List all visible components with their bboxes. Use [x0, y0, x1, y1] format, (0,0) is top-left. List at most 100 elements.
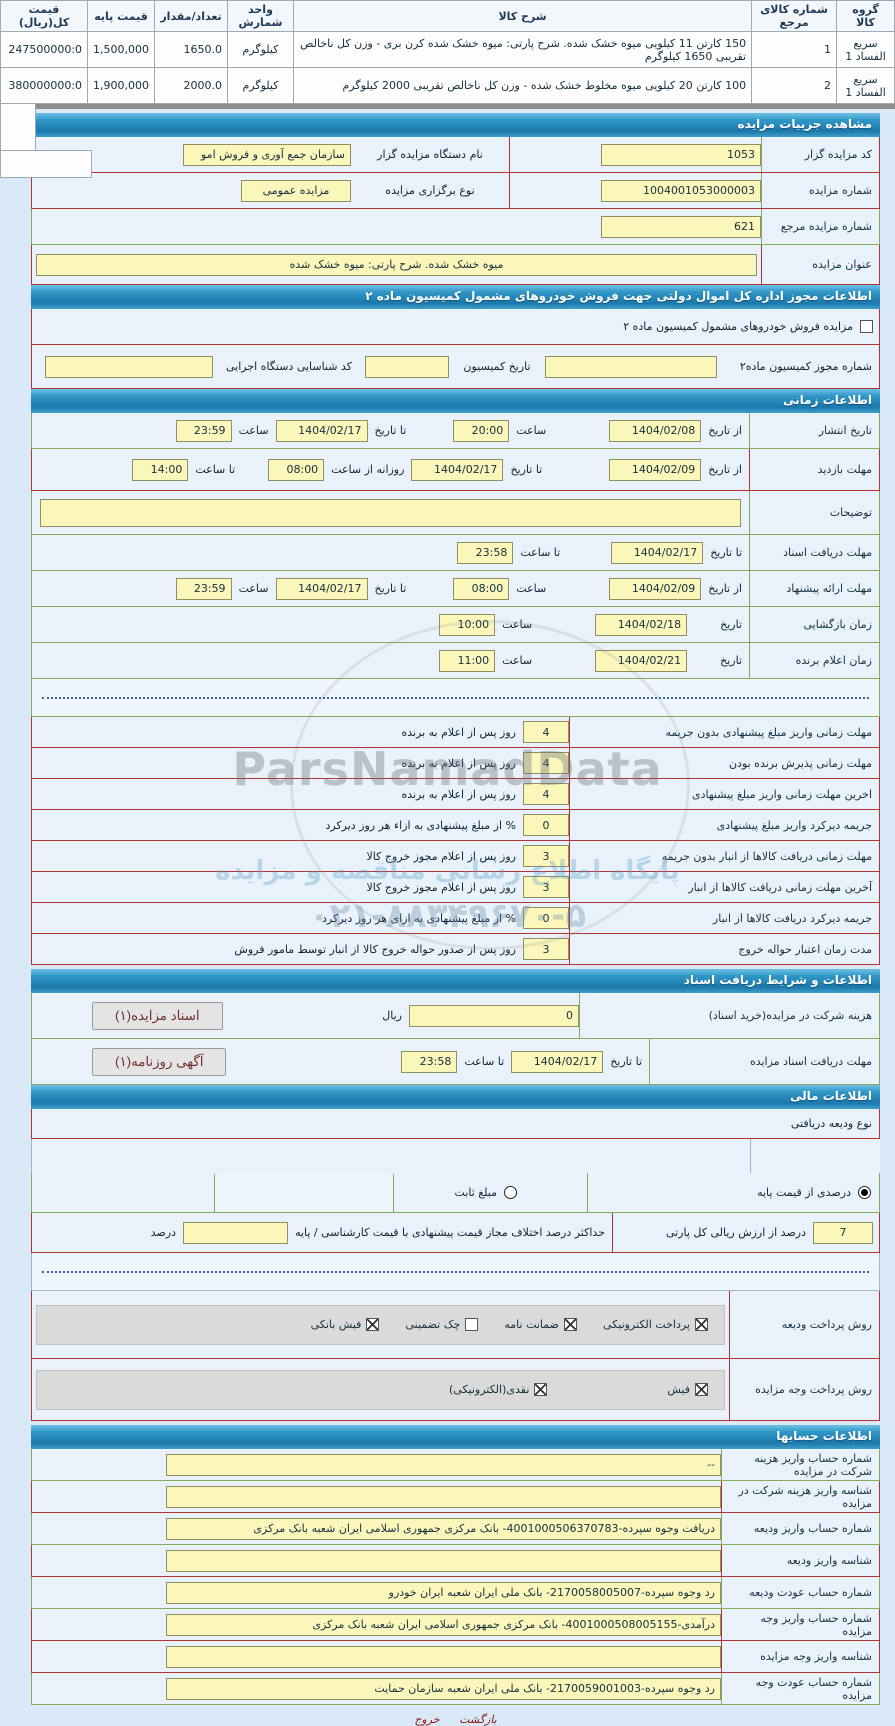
penalty-row: مهلت زمانی پذیرش برنده بودن 4 روز پس از …: [31, 748, 880, 779]
checkbox-checked-icon[interactable]: [564, 1318, 577, 1331]
method-label: چک تضمینی: [405, 1318, 461, 1331]
penalty-label: اخرین مهلت زمانی واریز مبلغ پیشنهادی: [569, 779, 879, 809]
account-label: شماره حساب عودت ودیعه: [721, 1577, 879, 1608]
radio-selected-icon[interactable]: [858, 1186, 871, 1199]
account-row: شماره حساب عودت وجه مزایده رد وجوه سپرده…: [31, 1673, 880, 1705]
winner-time-row: زمان اعلام برنده تاریخ 1404/02/21 ساعت 1…: [31, 643, 880, 679]
publish-from-label: از تاریخ: [708, 424, 742, 437]
exec-code-field[interactable]: [45, 355, 213, 378]
method-label: ضمانت نامه: [504, 1318, 559, 1331]
account-row: شماره حساب واریز هزینه شرکت در مزایده --: [31, 1449, 880, 1481]
account-field[interactable]: [166, 1485, 721, 1508]
deposit-method-option[interactable]: ضمانت نامه: [504, 1318, 577, 1331]
checkbox-unchecked-icon[interactable]: [860, 320, 873, 333]
offer-to-hour-field[interactable]: 23:59: [175, 577, 232, 600]
opening-date-label: تاریخ: [720, 618, 742, 631]
account-field[interactable]: دریافت وجوه سپرده-4001000506370783- بانک…: [166, 1517, 721, 1540]
penalty-value-field[interactable]: 3: [523, 876, 569, 898]
publish-to-field[interactable]: 1404/02/17: [275, 419, 368, 442]
checkbox-unchecked-icon[interactable]: [465, 1318, 479, 1331]
account-field[interactable]: --: [166, 1453, 721, 1476]
checkbox-checked-icon[interactable]: [695, 1383, 708, 1396]
offer-to-field[interactable]: 1404/02/17: [275, 577, 368, 600]
publish-to-hour-field[interactable]: 23:59: [175, 419, 232, 442]
col-header-group: گروه کالا: [836, 0, 895, 32]
org-name-field[interactable]: سازمان جمع آوری و فروش امو: [183, 143, 351, 166]
docs-fee-field[interactable]: 0: [409, 1004, 579, 1027]
visit-until-field[interactable]: 14:00: [132, 458, 189, 481]
payment-method-option[interactable]: نقدی(الکترونیکی): [449, 1383, 548, 1396]
item-total: 247500000:0: [0, 31, 89, 68]
offer-from-field[interactable]: 1404/02/09: [609, 577, 702, 600]
item-group: سریع الفساد 1: [836, 67, 895, 104]
deposit-percent-label: درصد از ارزش ریالی کل پارتی: [665, 1226, 806, 1239]
exit-link[interactable]: خروج: [414, 1713, 440, 1726]
account-field[interactable]: درآمدی-4001000508005155- بانک مرکزی جمهو…: [166, 1613, 721, 1636]
payment-method-option[interactable]: فیش: [667, 1383, 708, 1396]
col-header-price: قیمت پایه: [87, 0, 156, 32]
visit-daily-field[interactable]: 08:00: [268, 458, 325, 481]
docs-deadline2-to-field[interactable]: 1404/02/17: [511, 1050, 604, 1073]
offer-from-label: از تاریخ: [708, 582, 742, 595]
empty-cell: [0, 103, 36, 151]
item-ref: 2: [751, 67, 838, 104]
checkbox-checked-icon[interactable]: [534, 1383, 548, 1396]
item-price: 1,500,000: [87, 31, 156, 68]
opening-hour-field[interactable]: 10:00: [439, 613, 496, 636]
penalty-value-field[interactable]: 0: [523, 814, 569, 836]
deposit-percent-field[interactable]: 7: [813, 1221, 873, 1244]
penalty-value-field[interactable]: 3: [523, 845, 569, 867]
back-link[interactable]: بازگشت: [459, 1713, 497, 1726]
ref-no-field[interactable]: 621: [601, 215, 761, 238]
penalty-label: جریمه دیرکرد واریز مبلغ پیشنهادی: [569, 810, 879, 840]
auction-no-field[interactable]: 1004001053000003: [601, 179, 761, 202]
checkbox-checked-icon[interactable]: [366, 1318, 380, 1331]
auction-subject-label: عنوان مزایده: [761, 245, 879, 284]
account-field[interactable]: رد وجوه سپرده-2170059001003- بانک ملی ای…: [166, 1677, 721, 1700]
winner-hour-field[interactable]: 11:00: [439, 649, 496, 672]
publish-to-label: تا تاریخ: [374, 424, 407, 437]
winner-date-field[interactable]: 1404/02/21: [595, 649, 688, 672]
auction-documents-button[interactable]: اسناد مزایده(۱): [92, 1001, 223, 1030]
penalty-row: اخرین مهلت زمانی واریز مبلغ پیشنهادی 4 ر…: [31, 779, 880, 810]
docs-deadline2-hour-field[interactable]: 23:58: [401, 1050, 458, 1073]
max-diff-field[interactable]: [183, 1221, 289, 1244]
account-row: شناسه واریز ودیعه: [31, 1545, 880, 1577]
penalty-suffix: روز پس از اعلام به برنده: [401, 725, 516, 739]
publish-hour-field[interactable]: 20:00: [453, 419, 510, 442]
auction-subject-field[interactable]: میوه خشک شده. شرح پارتی: میوه خشک شده: [36, 253, 757, 276]
visit-from-field[interactable]: 1404/02/09: [609, 458, 702, 481]
account-row: شماره حساب واریز وجه مزایده درآمدی-40010…: [31, 1609, 880, 1641]
penalty-value-field[interactable]: 4: [523, 752, 569, 774]
penalty-value-field[interactable]: 4: [523, 783, 569, 805]
opening-time-label: زمان بازگشایی: [749, 607, 879, 642]
opening-date-field[interactable]: 1404/02/18: [595, 613, 688, 636]
account-field[interactable]: رد وجوه سپرده-2170058005007- بانک ملی ای…: [166, 1581, 721, 1604]
penalty-value-field[interactable]: 4: [523, 721, 569, 743]
publish-from-field[interactable]: 1404/02/08: [609, 419, 702, 442]
notes-row: توضیحات: [31, 491, 880, 535]
deposit-method-option[interactable]: چک تضمینی: [405, 1318, 479, 1331]
auctioneer-code-field[interactable]: 1053: [601, 143, 761, 166]
docs-deadline-hour-field[interactable]: 23:58: [457, 541, 514, 564]
deposit-method-option[interactable]: فیش بانکی: [311, 1318, 380, 1331]
deposit-methods-row: روش پرداخت ودیعه پرداخت الکترونیکی ضمانت…: [31, 1291, 880, 1359]
radio-unselected-icon[interactable]: [504, 1186, 517, 1199]
checkbox-checked-icon[interactable]: [695, 1318, 708, 1331]
item-total: 380000000:0: [0, 67, 89, 104]
account-row: شماره حساب عودت ودیعه رد وجوه سپرده-2170…: [31, 1577, 880, 1609]
penalty-value-field[interactable]: 3: [523, 938, 569, 960]
account-field[interactable]: [166, 1645, 721, 1668]
account-field[interactable]: [166, 1549, 721, 1572]
notes-field[interactable]: [40, 498, 741, 527]
deposit-method-option[interactable]: پرداخت الکترونیکی: [603, 1318, 708, 1331]
newspaper-ad-button[interactable]: آگهی روزنامه(۱): [92, 1047, 227, 1076]
auction-type-field[interactable]: مزایده عمومی: [241, 179, 351, 202]
penalty-value-field[interactable]: 0: [523, 907, 569, 929]
visit-to-field[interactable]: 1404/02/17: [411, 458, 504, 481]
permit-no-field[interactable]: [545, 355, 717, 378]
commission-date-field[interactable]: [365, 355, 449, 378]
offer-hour-field[interactable]: 08:00: [453, 577, 510, 600]
docs-deadline-to-field[interactable]: 1404/02/17: [611, 541, 704, 564]
penalty-row: مهلت زمانی دریافت کالاها از انبار بدون ج…: [31, 841, 880, 872]
